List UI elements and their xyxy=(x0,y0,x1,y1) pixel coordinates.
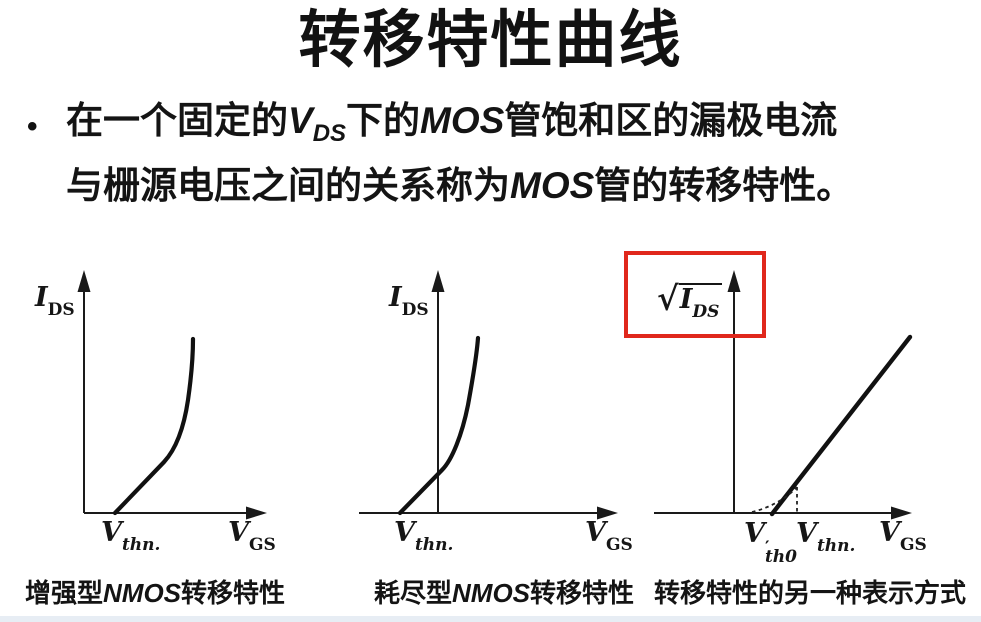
ids-symbol: I xyxy=(679,284,693,315)
text-segment: 管饱和区的漏极电流 xyxy=(504,100,838,141)
left-x-axis-label: VGS xyxy=(228,519,276,554)
middle-x-axis-label: VGS xyxy=(585,519,633,554)
bullet-text-line1: 在一个固定的VDS下的MOS管饱和区的漏极电流 xyxy=(66,102,837,146)
bottom-edge-strip xyxy=(0,616,981,622)
radicand: IDS xyxy=(678,283,723,322)
left-transfer-curve xyxy=(112,336,196,516)
text-segment: 下的 xyxy=(346,100,421,141)
ids-subscript: DS xyxy=(692,302,720,322)
caption-alternative-representation: 转移特性的另一种表示方式 xyxy=(654,580,966,606)
middle-x-axis-arrow-icon xyxy=(597,506,618,520)
right-y-axis-label: √IDS xyxy=(657,279,723,322)
middle-transfer-curve xyxy=(397,335,481,516)
vds-symbol: V xyxy=(288,100,313,141)
ids-symbol: I xyxy=(389,282,402,313)
right-x-axis-arrow-icon xyxy=(891,506,912,520)
middle-threshold-label: Vthn. xyxy=(394,519,453,554)
prime-mark: ′ xyxy=(764,538,770,558)
text-segment: 耗尽型 xyxy=(374,578,453,608)
right-x-axis-label: VGS xyxy=(879,519,927,554)
vthn-symbol: V xyxy=(394,517,415,548)
caption-depletion-nmos: 耗尽型NMOS转移特性 xyxy=(374,580,634,606)
text-segment: 转移特性 xyxy=(181,578,286,608)
text-segment: 在一个固定的 xyxy=(66,100,288,141)
vthn-subscript: thn. xyxy=(121,535,161,555)
left-threshold-label: Vthn. xyxy=(101,519,160,554)
vthn-subscript: thn. xyxy=(816,536,856,556)
vgs-subscript: GS xyxy=(899,535,927,555)
highlight-box xyxy=(624,251,766,338)
bullet-text-line2: 与栅源电压之间的关系称为MOS管的转移特性。 xyxy=(66,167,853,204)
vds-subscript: DS xyxy=(312,120,347,147)
vgs-symbol: V xyxy=(879,517,900,548)
right-vthn-label: Vthn. xyxy=(796,520,855,555)
right-y-axis-arrow-icon xyxy=(727,270,741,292)
text-segment: 转移特性 xyxy=(530,578,635,608)
ids-symbol: I xyxy=(35,282,48,313)
right-vth0-label: V ′ th0 xyxy=(744,518,797,568)
middle-y-axis-arrow-icon xyxy=(431,270,445,292)
mos-word: MOS xyxy=(420,100,505,141)
page-title: 转移特性曲线 xyxy=(298,6,683,75)
left-graph xyxy=(77,270,267,520)
radical-sign: √ xyxy=(657,279,679,318)
vthn-symbol: V xyxy=(101,517,122,548)
vgs-subscript: GS xyxy=(605,535,633,555)
vthn-subscript: thn. xyxy=(414,535,454,555)
nmos-word: NMOS xyxy=(103,578,182,608)
vth0-prime-sub: ′ th0 xyxy=(764,538,797,568)
left-y-axis-arrow-icon xyxy=(77,270,91,292)
vgs-symbol: V xyxy=(228,517,249,548)
text-segment: 增强型 xyxy=(25,578,104,608)
middle-graph xyxy=(359,270,618,520)
caption-enhancement-nmos: 增强型NMOS转移特性 xyxy=(25,580,285,606)
vthn-symbol: V xyxy=(796,518,817,549)
vgs-subscript: GS xyxy=(248,535,276,555)
ids-subscript: DS xyxy=(401,300,429,320)
vth0-symbol: V xyxy=(744,518,765,549)
vgs-symbol: V xyxy=(585,517,606,548)
right-straight-line xyxy=(769,334,913,517)
vth0-subscript: th0 xyxy=(764,547,797,568)
middle-y-axis-label: IDS xyxy=(389,284,429,319)
mos-word: MOS xyxy=(510,165,595,206)
left-y-axis-label: IDS xyxy=(35,284,75,319)
text-segment: 转移特性的另一种表示方式 xyxy=(654,578,967,608)
bullet-marker: • xyxy=(27,110,38,143)
text-segment: 与栅源电压之间的关系称为 xyxy=(66,165,510,206)
nmos-word: NMOS xyxy=(452,578,531,608)
right-graph xyxy=(654,270,913,520)
text-segment: 管的转移特性。 xyxy=(594,165,854,206)
left-x-axis-arrow-icon xyxy=(246,506,267,520)
ids-subscript: DS xyxy=(47,300,75,320)
